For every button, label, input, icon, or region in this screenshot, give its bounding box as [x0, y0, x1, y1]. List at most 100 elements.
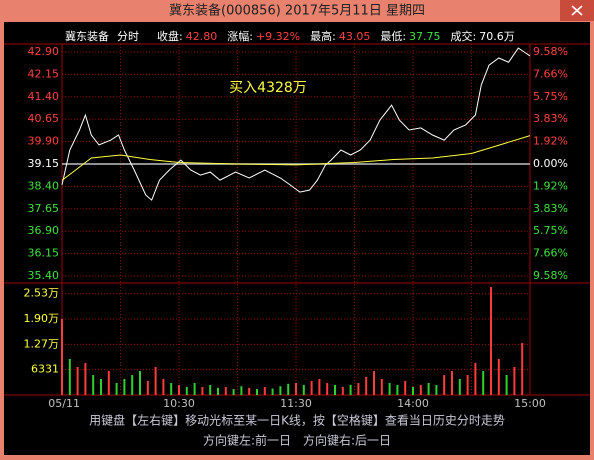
field-label: 最低: [380, 30, 406, 43]
y2-tick-label: 7.66% [533, 247, 568, 260]
volume-bar [419, 385, 422, 395]
volume-bar [435, 385, 438, 395]
volume-bar [217, 387, 219, 395]
header: 冀东装备 分时 收盘: 42.80 涨幅: +9.32% 最高: 43.05 最低: 37.75 成… [65, 29, 515, 43]
volume-bar [482, 371, 485, 395]
y-tick-label: 41.40 [28, 90, 60, 103]
volume-bar [497, 359, 500, 395]
volume-bar [318, 379, 321, 395]
volume-bar [248, 387, 251, 395]
y-tick-label: 42.90 [28, 45, 60, 58]
annotation: 买入4328万 [229, 80, 307, 96]
y2-tick-label: 0.00% [533, 157, 568, 170]
y-tick-label: 1.27万 [24, 337, 60, 350]
volume-bar [185, 387, 188, 395]
volume-bar [154, 367, 157, 395]
mode: 分时 [117, 30, 139, 43]
volume-bar [100, 379, 102, 395]
volume-bar [357, 383, 360, 395]
volume-bar [68, 359, 71, 395]
footer-right: 方向键右:后一日 [303, 433, 391, 448]
volume-bar [92, 375, 95, 395]
y-tick-label: 1.90万 [24, 312, 60, 325]
volume-bar [295, 383, 297, 395]
volume-bar [178, 385, 180, 395]
volume-bar [310, 381, 313, 395]
field-label: 涨幅: [227, 30, 253, 43]
y-tick-label: 40.65 [28, 112, 60, 125]
volume-bar [365, 377, 368, 395]
volume-bar [505, 375, 508, 395]
y-tick-label: 42.15 [28, 67, 60, 80]
volume-bar [279, 386, 282, 395]
field-value: 42.80 [186, 30, 218, 43]
volume-bar [224, 387, 227, 395]
field-label: 成交: [451, 29, 477, 43]
y2-tick-label: 3.83% [533, 202, 568, 215]
y-tick-label: 38.40 [28, 179, 60, 192]
volume-bar [427, 383, 430, 395]
field-value: 43.05 [339, 30, 371, 43]
field-label: 最高: [310, 29, 336, 43]
volume-bar [451, 371, 453, 395]
volume-bar [513, 367, 516, 395]
y2-tick-label: 5.75% [533, 224, 568, 237]
y2-tick-label: 5.75% [533, 90, 568, 103]
volume-bar [84, 363, 87, 395]
window-title: 冀东装备(000856) 2017年5月11日 星期四 [169, 3, 425, 19]
volume-bar [209, 385, 212, 395]
volume-bar [76, 367, 79, 395]
y2-tick-label: 9.58% [533, 269, 568, 282]
y-tick-label: 36.90 [28, 224, 60, 237]
volume-bar [131, 375, 134, 395]
volume-bar [326, 383, 329, 395]
volume-bar [232, 389, 235, 395]
volume-bar [115, 383, 118, 395]
field-value: 70.6万 [479, 30, 515, 43]
volume-bar [263, 387, 266, 395]
volume-bar [123, 379, 126, 395]
volume-bar [341, 387, 344, 395]
volume-bar [443, 375, 446, 395]
volume-bar [146, 381, 149, 395]
price-line [61, 47, 531, 201]
stock-name: 冀东装备 [65, 29, 109, 43]
volume-bar [380, 379, 383, 395]
x-tick-label: 15:00 [514, 397, 546, 410]
volume-bar [373, 371, 375, 395]
y-tick-label: 39.15 [28, 157, 60, 170]
y2-tick-label: 1.92% [533, 179, 568, 192]
volume-bar [302, 385, 305, 395]
volume-bar [287, 383, 290, 395]
field-value: +9.32% [256, 30, 300, 43]
volume-bar [404, 381, 407, 395]
volume-bar [396, 385, 399, 395]
x-tick-label: 05/11 [48, 397, 80, 410]
y2-tick-label: 9.58% [533, 45, 568, 58]
volume-bar [490, 287, 492, 395]
volume-bar [256, 389, 258, 395]
x-tick-label: 14:00 [397, 397, 429, 410]
y-tick-label: 35.40 [28, 269, 60, 282]
volume-bar [61, 319, 63, 395]
y-tick-label: 37.65 [28, 202, 60, 215]
y2-tick-label: 7.66% [533, 67, 568, 80]
y2-tick-label: 1.92% [533, 135, 568, 148]
volume-bar [162, 379, 165, 395]
footer-left: 方向键左:前一日 [203, 433, 291, 448]
volume-bar [107, 371, 110, 395]
volume-bar [201, 387, 204, 395]
field-label: 收盘: [157, 29, 183, 43]
volume-bar [271, 388, 274, 395]
close-icon [571, 5, 583, 16]
x-tick-label: 10:30 [163, 397, 195, 410]
volume-bar [349, 385, 352, 395]
price-line [61, 135, 531, 181]
volume-bar [466, 375, 469, 395]
y-tick-label: 2.53万 [24, 287, 60, 300]
volume-bar [388, 383, 391, 395]
y-tick-label: 36.15 [28, 247, 60, 260]
volume-bar [334, 385, 336, 395]
volume-bar [240, 386, 243, 395]
